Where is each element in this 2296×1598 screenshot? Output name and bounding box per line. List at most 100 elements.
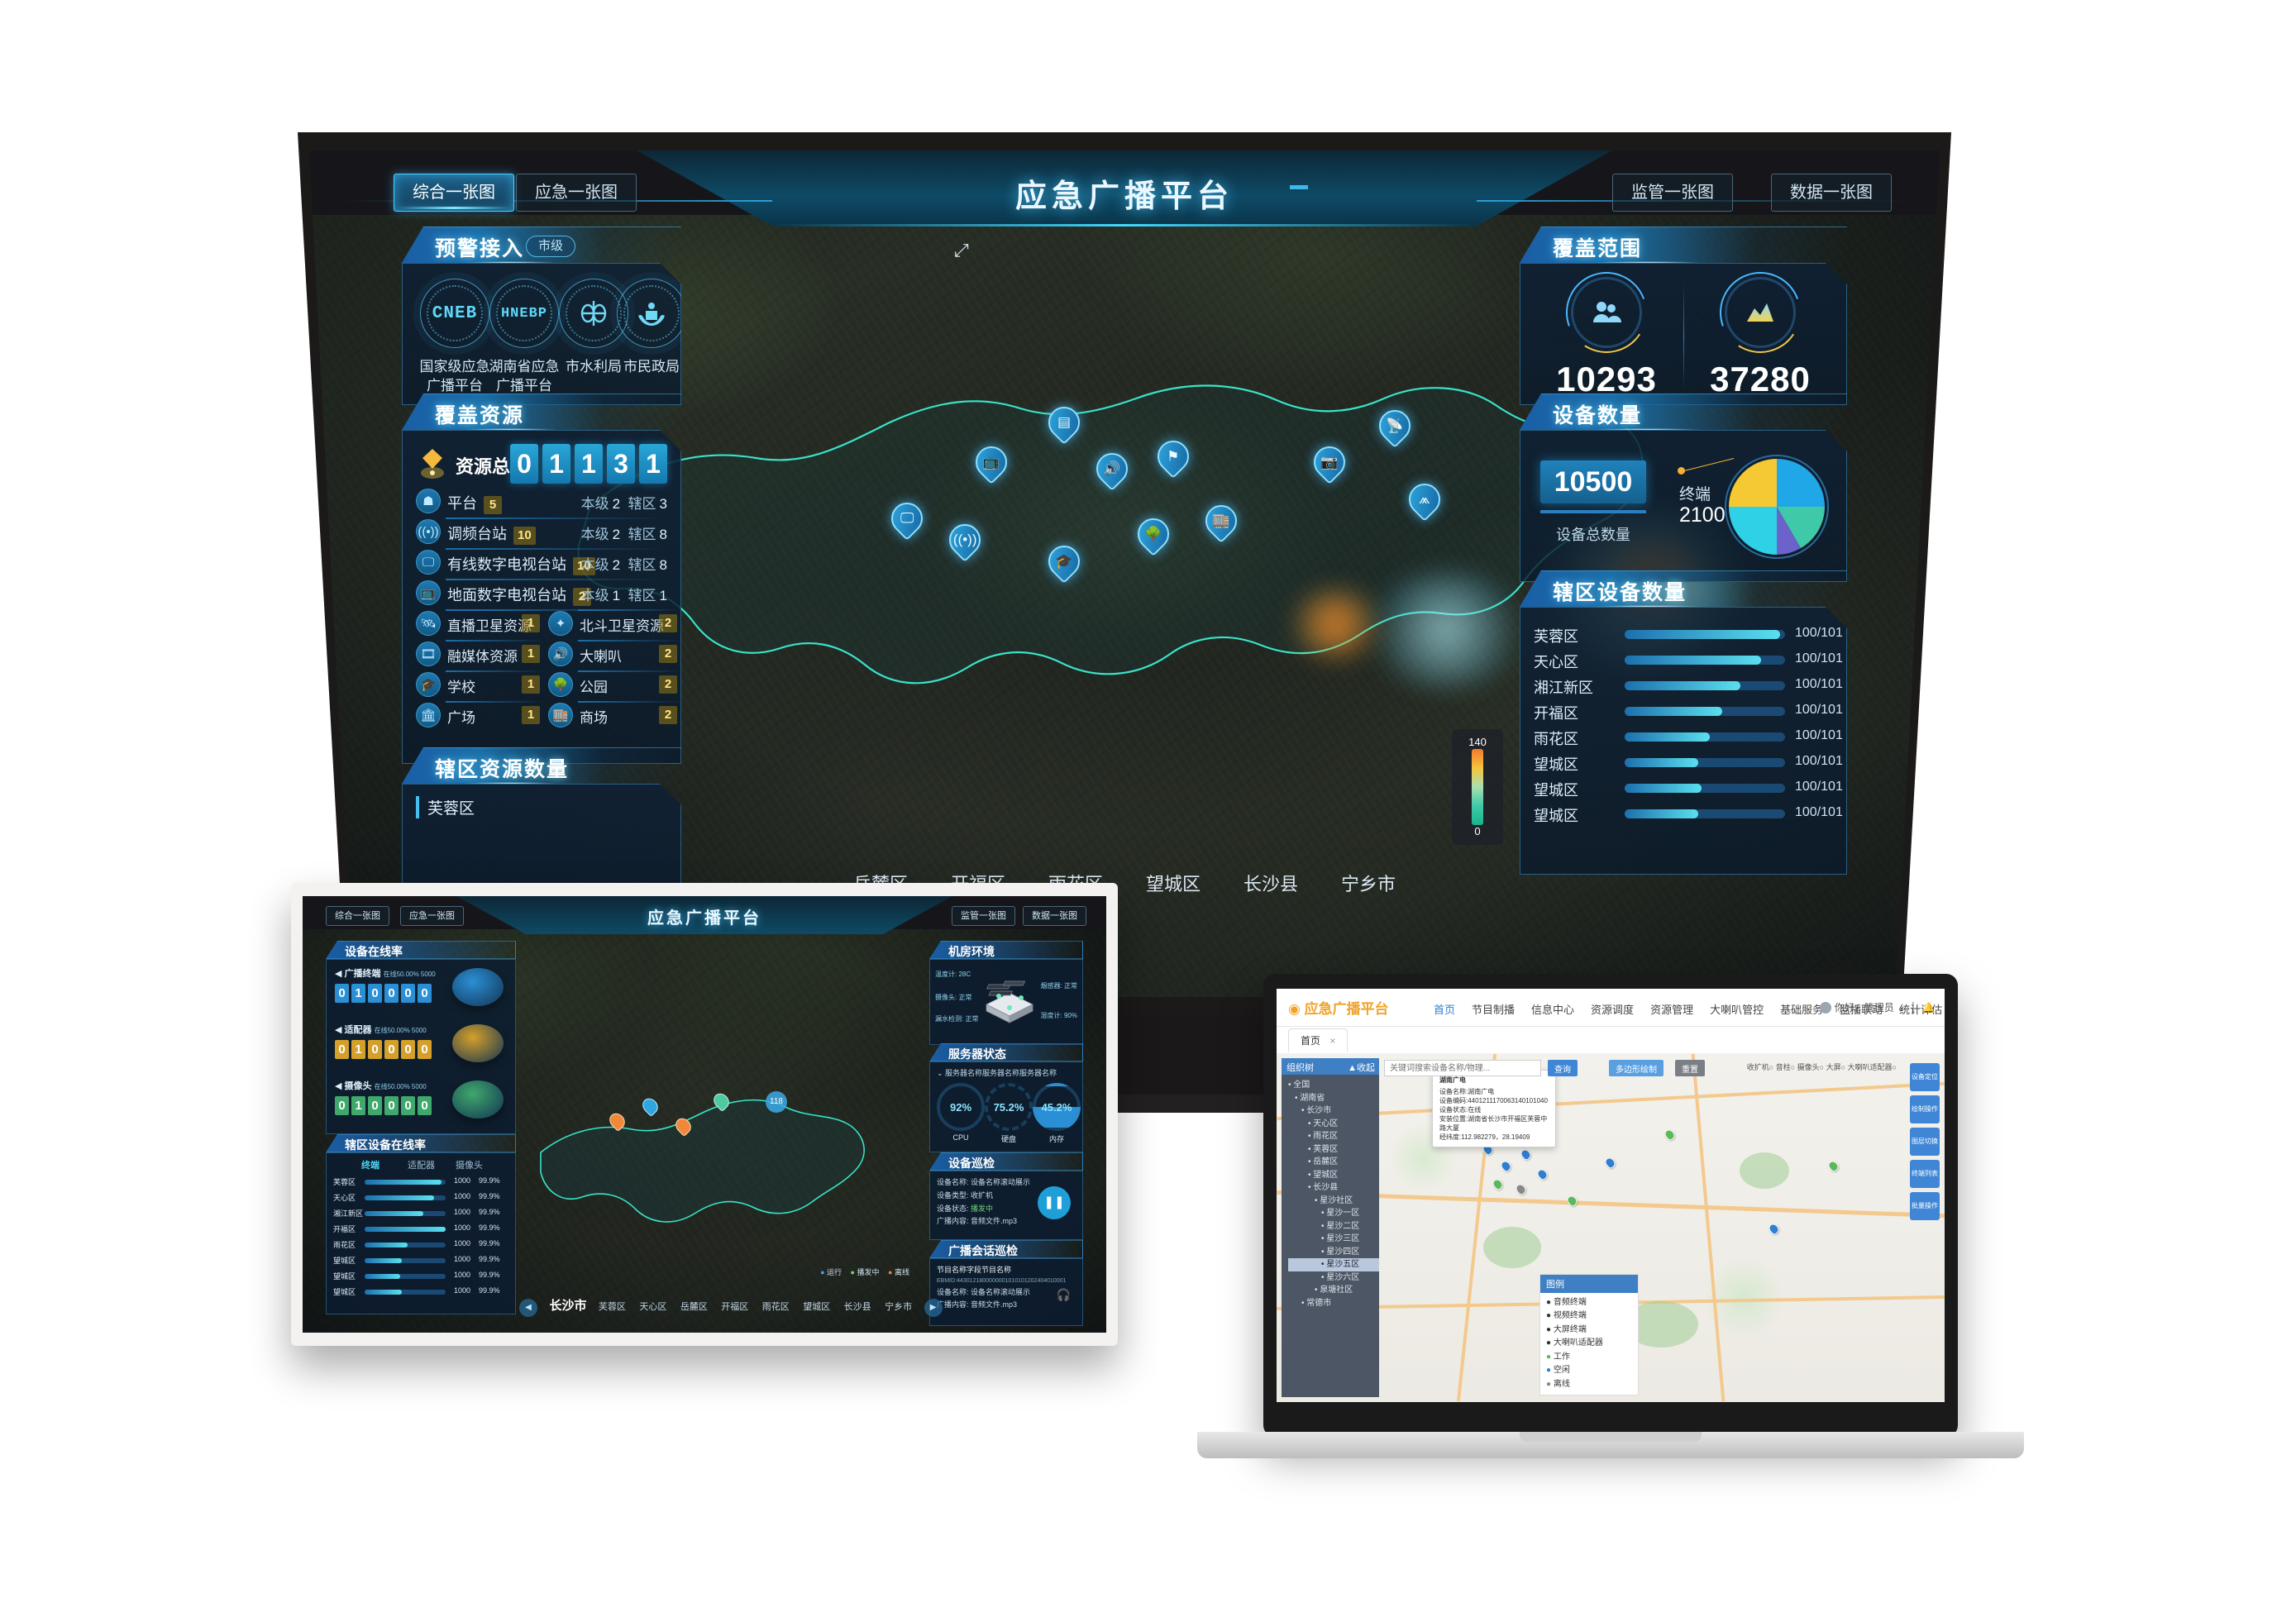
tablet-online-tabs[interactable]: 终端 适配器 摄像头 [333, 1158, 508, 1175]
rail-draw-button[interactable]: 绘制操作 [1910, 1095, 1940, 1123]
resource-row-terrestrial-tv[interactable]: 📺 地面数字电视台站 2 本级 1 辖区 1 [416, 580, 667, 611]
map-device-marker[interactable] [1603, 1156, 1617, 1170]
tree-node[interactable]: • 星沙一区 [1321, 1209, 1360, 1218]
menu-item-monitor-linkage[interactable]: 监播联动 [1840, 1004, 1883, 1016]
map-marker-screen[interactable]: ▤ [1042, 400, 1086, 445]
tree-node[interactable]: • 星沙五区 [1288, 1258, 1379, 1271]
fullscreen-icon[interactable]: ⤢ [954, 240, 969, 260]
tree-node[interactable]: • 长沙县 [1308, 1183, 1339, 1192]
tab-supervision-map[interactable]: 监管一张图 [1612, 174, 1733, 212]
menu-item-loudspeaker-control[interactable]: 大喇叭管控 [1710, 1004, 1764, 1016]
map-marker-mall[interactable]: 🏬 [1199, 498, 1243, 543]
tree-node[interactable]: • 常德市 [1301, 1298, 1332, 1308]
district-resource-first-item[interactable]: 芙蓉区 [416, 796, 667, 818]
tree-node[interactable]: • 雨花区 [1308, 1132, 1339, 1141]
tablet-tab-emergency[interactable]: 应急一张图 [400, 906, 464, 926]
tree-node[interactable]: • 湖南省 [1295, 1093, 1325, 1103]
menu-item-basic-service[interactable]: 基础服务 [1780, 1004, 1824, 1016]
district-nav-item[interactable]: 宁乡市 [1341, 874, 1396, 894]
tablet-district-row[interactable]: 望城区 1000 99.9% [333, 1285, 508, 1300]
map-device-marker[interactable] [1491, 1177, 1505, 1191]
search-button[interactable]: 查询 [1548, 1060, 1578, 1076]
pause-button[interactable]: ❚❚ [1038, 1186, 1071, 1219]
map-device-marker[interactable] [1499, 1159, 1513, 1173]
district-nav-item[interactable]: 天心区 [639, 1302, 667, 1312]
district-nav-item[interactable]: 宁乡市 [885, 1302, 913, 1312]
tablet-tab-data[interactable]: 数据一张图 [1023, 906, 1086, 926]
map-marker-signal[interactable]: 📡 [1372, 403, 1417, 448]
map-marker-antenna[interactable]: ⩕ [1402, 477, 1447, 522]
tree-node[interactable]: • 星沙三区 [1321, 1234, 1360, 1243]
laptop-main-menu[interactable]: 首页 节目制播 信息中心 资源调度 资源管理 大喇叭管控 基础服务 监播联动 统计评估 [1434, 1001, 1945, 1017]
agency-item-hnebp[interactable]: HNEBP 湖南省应急 广播平台 [479, 279, 570, 396]
tablet-district-row[interactable]: 望城区 1000 99.9% [333, 1269, 508, 1285]
headphone-icon[interactable]: 🎧 [1056, 1288, 1071, 1301]
rail-list-button[interactable]: 终端列表 [1910, 1160, 1940, 1188]
map-marker-tv[interactable]: 📺 [969, 440, 1014, 484]
collapse-button[interactable]: ▲收起 [1348, 1063, 1375, 1073]
map-marker-fm[interactable]: ((•)) [943, 518, 987, 562]
map-device-marker[interactable] [1519, 1147, 1533, 1162]
district-nav-item[interactable]: 芙蓉区 [598, 1302, 626, 1312]
district-nav-item[interactable]: 望城区 [1146, 874, 1201, 894]
menu-item-statistics[interactable]: 统计评估 [1899, 1004, 1943, 1016]
laptop-page-tab[interactable]: 首页 × [1288, 1028, 1348, 1052]
tree-node[interactable]: • 星沙四区 [1321, 1247, 1360, 1257]
tab-comprehensive-map[interactable]: 综合一张图 [394, 174, 514, 212]
district-nav-item[interactable]: 长沙县 [1243, 874, 1299, 894]
reset-button[interactable]: 重置 [1675, 1060, 1705, 1076]
tablet-tab-comprehensive[interactable]: 综合一张图 [326, 906, 389, 926]
district-nav-item[interactable]: 望城区 [803, 1302, 831, 1312]
tablet-district-row[interactable]: 望城区 1000 99.9% [333, 1253, 508, 1269]
district-nav-item[interactable]: 开福区 [721, 1302, 749, 1312]
close-icon[interactable]: × [1329, 1035, 1336, 1047]
tablet-district-row[interactable]: 开福区 1000 99.9% [333, 1222, 508, 1238]
map-device-marker[interactable] [1767, 1222, 1781, 1236]
tree-node[interactable]: • 长沙市 [1301, 1106, 1332, 1115]
tablet-district-row[interactable]: 湘江新区 1000 99.9% [333, 1206, 508, 1222]
map-device-marker[interactable] [1663, 1128, 1677, 1142]
district-nav-active[interactable]: 长沙市 [549, 1299, 587, 1313]
search-input[interactable] [1384, 1060, 1541, 1076]
tree-node[interactable]: • 天心区 [1308, 1119, 1339, 1128]
laptop-filter-chips[interactable]: 收扩机○ 音柱○ 摄像头○ 大屏○ 大喇叭适配器○ [1746, 1063, 1897, 1071]
resource-row-platform[interactable]: ☗ 平台 5 本级 2 辖区 3 [416, 489, 667, 519]
polygon-draw-button[interactable]: 多边形绘制 [1609, 1060, 1664, 1076]
tablet-district-row[interactable]: 天心区 1000 99.9% [333, 1190, 508, 1206]
resource-row-cable-tv[interactable]: 🖵 有线数字电视台站 10 本级 2 辖区 8 [416, 550, 667, 580]
district-nav-item[interactable]: 岳麓区 [680, 1302, 708, 1312]
agency-item-cneb[interactable]: CNEB 国家级应急 广播平台 [409, 279, 500, 396]
laptop-user-menu[interactable]: 你好，管理员 ⌄ │ 🔔 [1819, 1000, 1935, 1014]
rail-batch-button[interactable]: 批量操作 [1910, 1192, 1940, 1220]
rail-locate-button[interactable]: 设备定位 [1910, 1063, 1940, 1091]
tree-node[interactable]: • 岳麓区 [1308, 1157, 1339, 1166]
tree-node[interactable]: • 星沙社区 [1315, 1195, 1353, 1205]
tab-camera[interactable]: 摄像头 [456, 1161, 483, 1171]
tree-node[interactable]: • 芙蓉区 [1308, 1144, 1339, 1154]
tablet-map-cluster[interactable]: 118 [766, 1091, 787, 1113]
map-marker-school[interactable]: 🎓 [1042, 539, 1086, 584]
map-device-marker[interactable] [1535, 1167, 1549, 1181]
tree-node[interactable]: • 望城区 [1308, 1170, 1339, 1180]
server-selector[interactable]: ⌄ 服务器名称服务器名称服务器名称 [937, 1069, 1057, 1077]
map-marker-tree[interactable]: 🌳 [1131, 512, 1176, 556]
map-device-marker[interactable] [1826, 1159, 1840, 1173]
laptop-org-tree[interactable]: 组织树 ▲收起 • 全国 • 湖南省 • 长沙市 • 天心区 • 雨花区 • 芙蓉区 • 岳… [1282, 1058, 1379, 1397]
agency-item-civil-affairs[interactable]: 市民政局 [606, 279, 697, 377]
tablet-tab-supervision[interactable]: 监管一张图 [952, 906, 1015, 926]
tree-node[interactable]: • 星沙二区 [1321, 1221, 1360, 1231]
nav-prev-button[interactable]: ◀ [519, 1299, 537, 1317]
tree-node-list[interactable]: • 全国 • 湖南省 • 长沙市 • 天心区 • 雨花区 • 芙蓉区 • 岳麓区 • 望城区 •… [1282, 1075, 1379, 1309]
tab-adapter[interactable]: 适配器 [408, 1161, 435, 1171]
tablet-district-row[interactable]: 雨花区 1000 99.9% [333, 1238, 508, 1253]
tree-node[interactable]: • 全国 [1288, 1080, 1310, 1090]
tablet-district-nav[interactable]: ◀ 长沙市 芙蓉区 天心区 岳麓区 开福区 雨花区 望城区 长沙县 宁乡市 ▶ [519, 1296, 943, 1317]
tree-node[interactable]: • 泉塘社区 [1315, 1286, 1353, 1295]
